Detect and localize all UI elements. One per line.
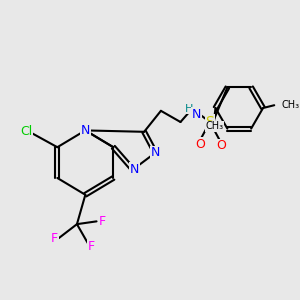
Text: S: S (206, 115, 214, 129)
Text: CH₃: CH₃ (281, 100, 299, 110)
Text: F: F (51, 232, 58, 245)
Text: F: F (99, 215, 106, 228)
Text: F: F (87, 240, 94, 253)
Text: N: N (130, 163, 139, 176)
Text: O: O (216, 139, 226, 152)
Text: H: H (185, 103, 193, 114)
Text: N: N (81, 124, 90, 137)
Text: O: O (195, 138, 205, 151)
Text: N: N (192, 108, 201, 121)
Text: Cl: Cl (20, 125, 33, 138)
Text: N: N (151, 146, 160, 159)
Text: CH₃: CH₃ (205, 121, 223, 131)
